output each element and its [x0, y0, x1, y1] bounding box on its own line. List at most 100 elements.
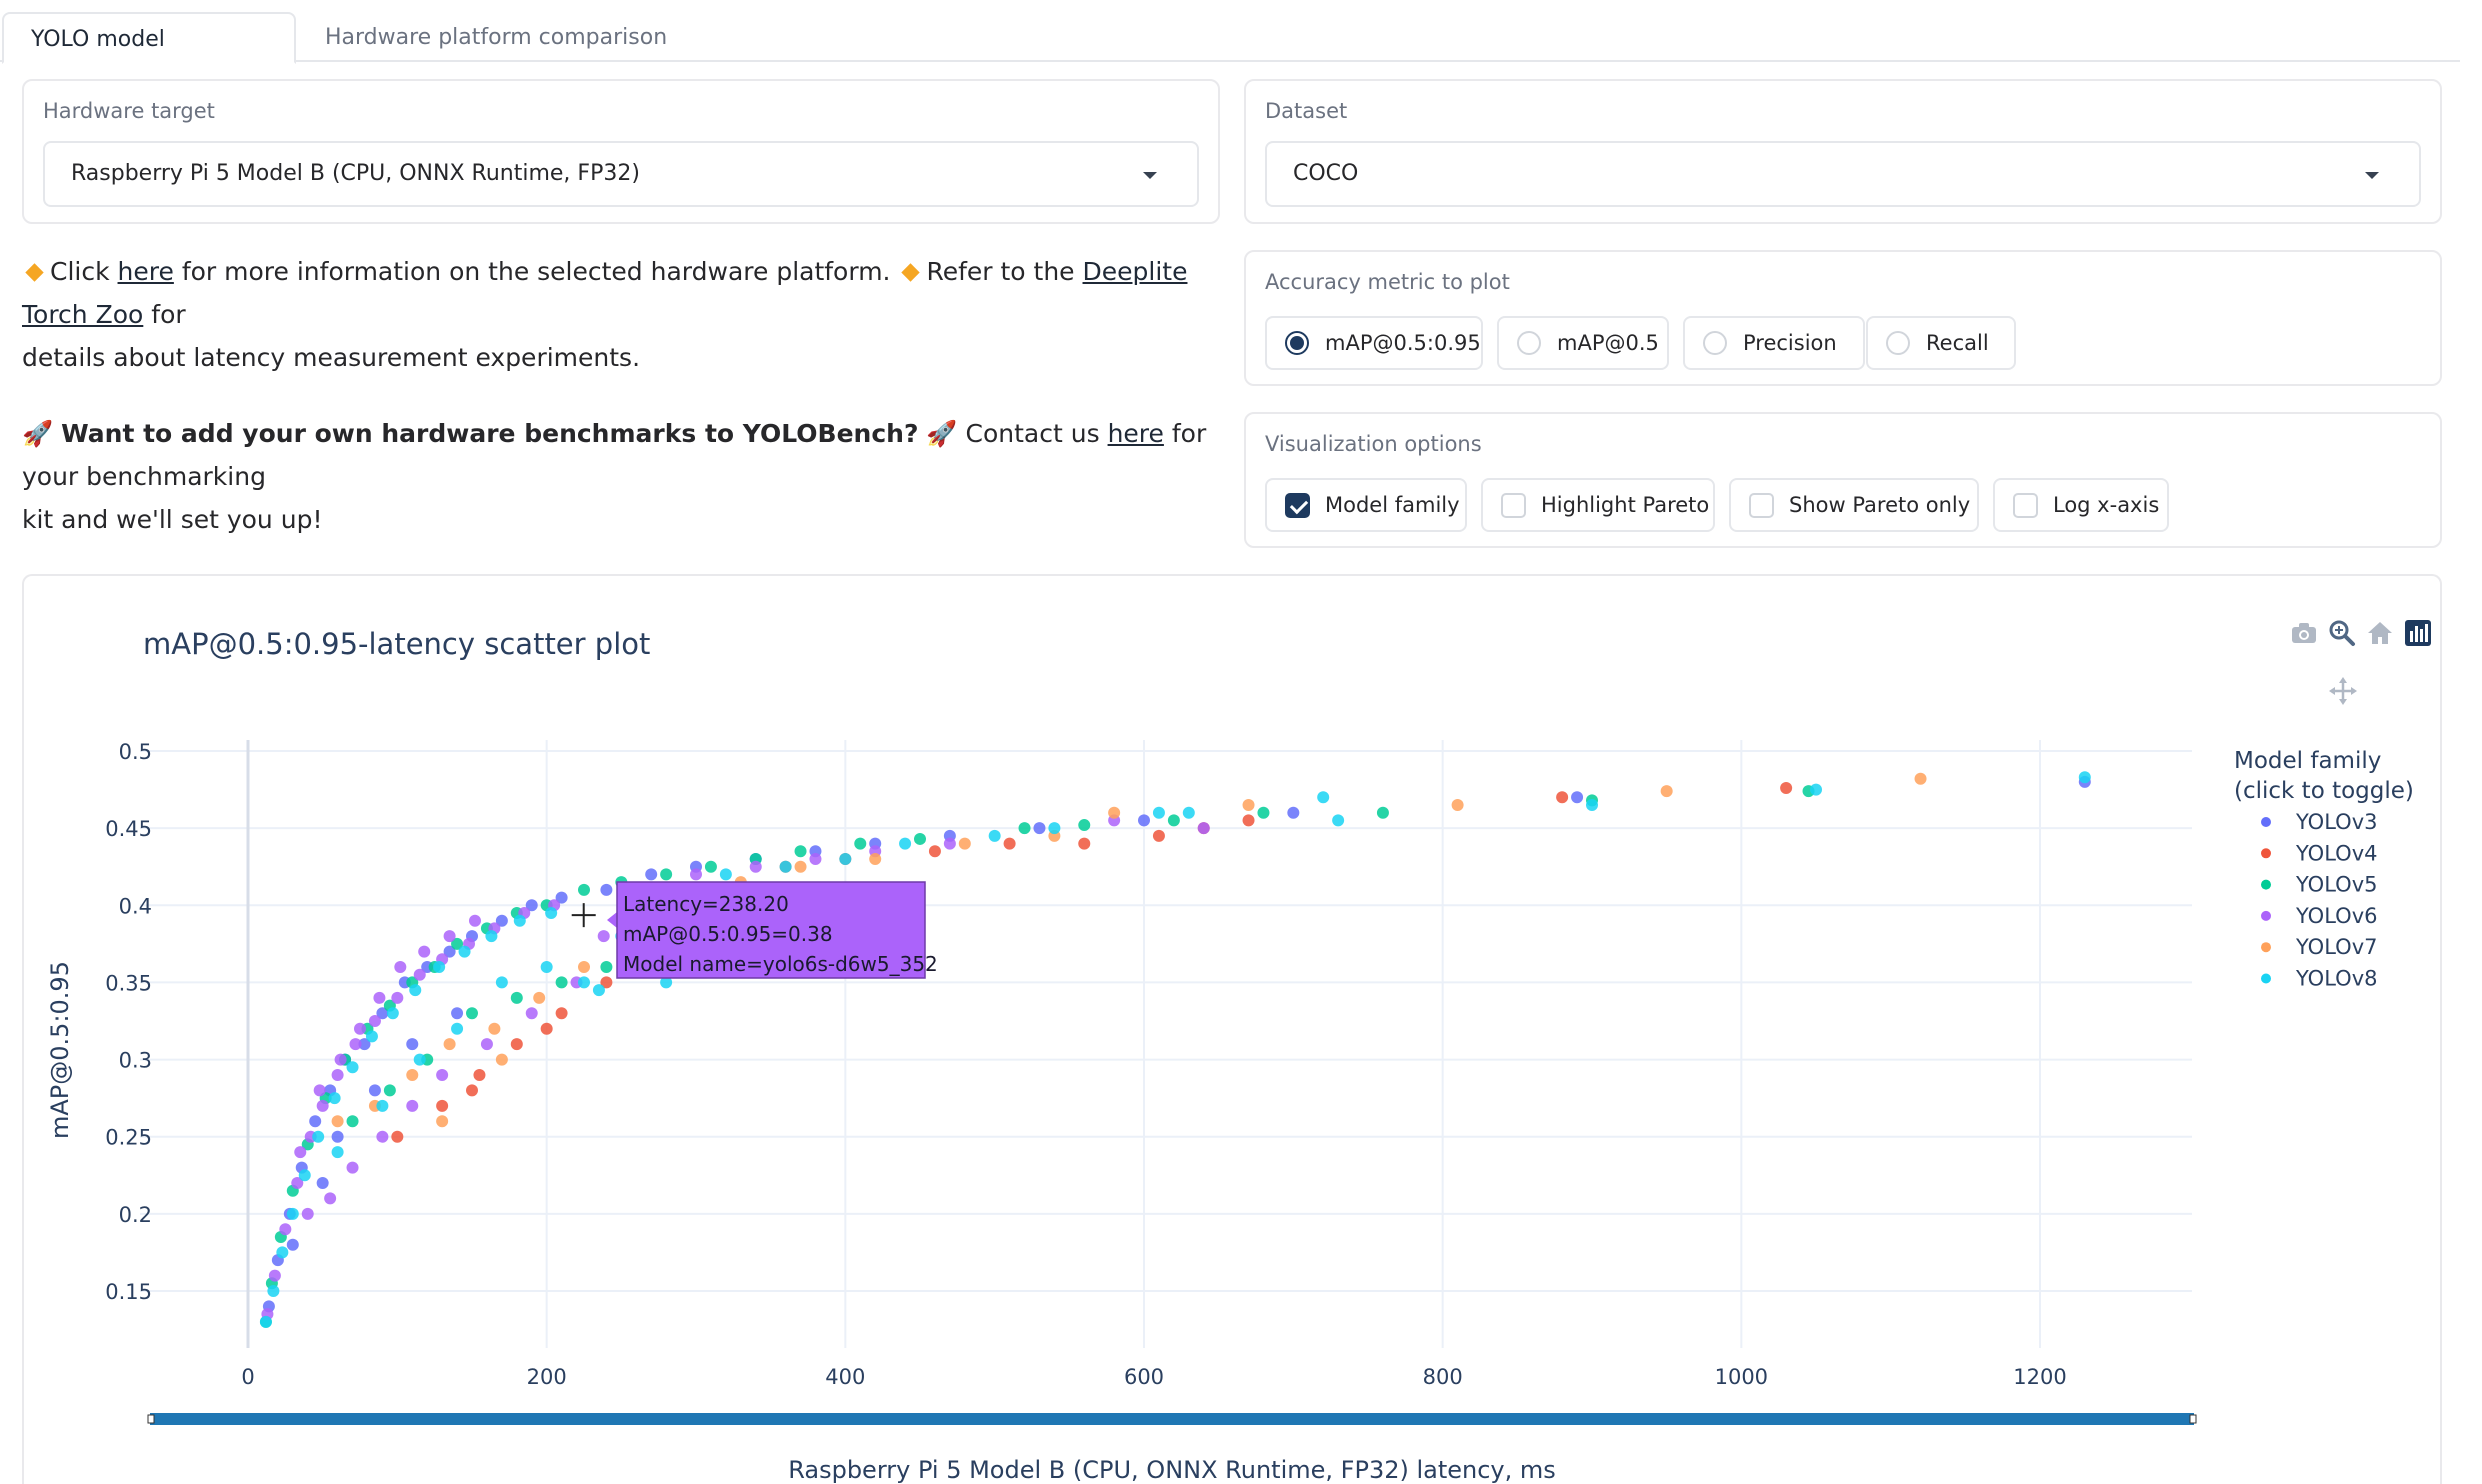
data-point-yolov8[interactable]: [328, 1092, 341, 1105]
data-point-yolov8[interactable]: [286, 1207, 299, 1220]
data-point-yolov3[interactable]: [1033, 822, 1046, 835]
data-point-yolov8[interactable]: [1586, 799, 1598, 811]
radio-map-50[interactable]: mAP@0.5: [1497, 316, 1669, 370]
legend-marker[interactable]: [2261, 848, 2271, 859]
data-point-yolov6[interactable]: [301, 1207, 314, 1220]
data-point-yolov8[interactable]: [719, 868, 732, 881]
data-point-yolov6[interactable]: [391, 991, 404, 1004]
data-point-yolov6[interactable]: [480, 1038, 493, 1051]
data-point-yolov4[interactable]: [928, 845, 941, 858]
data-point-yolov3[interactable]: [600, 883, 613, 896]
checkbox-model-family[interactable]: Model family: [1265, 478, 1467, 532]
data-point-yolov6[interactable]: [749, 860, 762, 873]
data-point-yolov7[interactable]: [794, 860, 807, 873]
data-point-yolov7[interactable]: [1914, 772, 1927, 785]
data-point-yolov5[interactable]: [451, 937, 464, 950]
hardware-info-link[interactable]: here: [117, 257, 174, 286]
legend-marker[interactable]: [2261, 910, 2271, 921]
data-point-yolov6[interactable]: [373, 991, 386, 1004]
data-point-yolov6[interactable]: [525, 1007, 538, 1020]
data-point-yolov7[interactable]: [533, 991, 546, 1004]
data-point-yolov3[interactable]: [358, 1038, 371, 1051]
legend-item-yolov6[interactable]: YOLOv6: [2295, 904, 2377, 928]
data-point-yolov6[interactable]: [394, 961, 407, 973]
legend-marker[interactable]: [2261, 942, 2271, 953]
data-point-yolov6[interactable]: [324, 1192, 337, 1205]
legend-marker[interactable]: [2261, 973, 2271, 984]
data-point-yolov7[interactable]: [578, 961, 590, 973]
data-point-yolov6[interactable]: [376, 1130, 389, 1143]
data-point-yolov6[interactable]: [418, 945, 431, 958]
data-point-yolov5[interactable]: [854, 837, 867, 850]
contact-link[interactable]: here: [1107, 419, 1164, 448]
data-point-yolov7[interactable]: [1451, 799, 1464, 811]
data-point-yolov8[interactable]: [485, 930, 498, 943]
data-point-yolov4[interactable]: [391, 1130, 404, 1143]
data-point-yolov6[interactable]: [443, 930, 456, 943]
legend-marker[interactable]: [2261, 817, 2271, 827]
data-point-yolov3[interactable]: [406, 1038, 419, 1051]
dataset-dropdown[interactable]: COCO: [1265, 141, 2421, 207]
data-point-yolov8[interactable]: [298, 1169, 311, 1182]
data-point-yolov4[interactable]: [466, 1084, 478, 1097]
data-point-yolov3[interactable]: [555, 891, 568, 904]
data-point-yolov7[interactable]: [1660, 785, 1673, 798]
data-point-yolov6[interactable]: [1197, 822, 1210, 835]
data-point-yolov4[interactable]: [510, 1038, 523, 1051]
data-point-yolov8[interactable]: [1182, 806, 1195, 819]
hardware-target-dropdown[interactable]: Raspberry Pi 5 Model B (CPU, ONNX Runtim…: [43, 141, 1199, 207]
data-point-yolov5[interactable]: [510, 991, 523, 1004]
range-slider-handle-left[interactable]: [147, 1414, 155, 1424]
data-point-yolov4[interactable]: [1242, 814, 1255, 827]
data-point-yolov6[interactable]: [346, 1161, 359, 1174]
data-point-yolov5[interactable]: [1257, 806, 1270, 819]
range-slider-handle-right[interactable]: [2189, 1414, 2197, 1424]
data-point-yolov7[interactable]: [1108, 806, 1121, 819]
data-point-yolov6[interactable]: [294, 1146, 307, 1159]
data-point-yolov6[interactable]: [436, 1069, 449, 1081]
range-slider[interactable]: [150, 1413, 2194, 1425]
data-point-yolov6[interactable]: [279, 1223, 292, 1236]
data-point-yolov4[interactable]: [436, 1099, 449, 1112]
data-point-yolov6[interactable]: [354, 1022, 366, 1035]
data-point-yolov7[interactable]: [958, 837, 971, 850]
data-point-yolov8[interactable]: [433, 961, 446, 973]
data-point-yolov5[interactable]: [660, 868, 673, 881]
plotly-logo-icon[interactable]: [2403, 618, 2433, 648]
radio-map-50-95[interactable]: mAP@0.5:0.95: [1265, 316, 1483, 370]
data-point-yolov3[interactable]: [495, 914, 508, 927]
data-point-yolov8[interactable]: [660, 976, 673, 989]
data-point-yolov8[interactable]: [513, 914, 526, 927]
data-point-yolov7[interactable]: [869, 853, 882, 865]
data-point-yolov3[interactable]: [645, 868, 658, 881]
data-point-yolov7[interactable]: [436, 1115, 449, 1128]
data-point-yolov5[interactable]: [383, 1084, 396, 1097]
data-point-yolov7[interactable]: [1242, 799, 1255, 811]
data-point-yolov8[interactable]: [839, 853, 852, 865]
data-point-yolov6[interactable]: [368, 1015, 381, 1027]
data-point-yolov7[interactable]: [488, 1022, 501, 1035]
data-point-yolov5[interactable]: [914, 832, 926, 845]
data-point-yolov4[interactable]: [1780, 782, 1793, 795]
data-point-yolov8[interactable]: [1152, 806, 1165, 819]
data-point-yolov3[interactable]: [1138, 814, 1150, 827]
data-point-yolov3[interactable]: [451, 1007, 464, 1020]
data-point-yolov8[interactable]: [346, 1061, 359, 1074]
data-point-yolov7[interactable]: [495, 1053, 508, 1066]
data-point-yolov7[interactable]: [443, 1038, 456, 1051]
data-point-yolov3[interactable]: [1287, 806, 1300, 819]
data-point-yolov5[interactable]: [1167, 814, 1180, 827]
data-point-yolov6[interactable]: [413, 968, 426, 981]
data-point-yolov8[interactable]: [540, 961, 553, 973]
legend-item-yolov5[interactable]: YOLOv5: [2295, 873, 2377, 897]
data-point-yolov6[interactable]: [349, 1038, 362, 1051]
data-point-yolov6[interactable]: [331, 1069, 344, 1081]
legend-item-yolov4[interactable]: YOLOv4: [2295, 841, 2377, 865]
data-point-yolov5[interactable]: [1018, 822, 1031, 835]
data-point-yolov8[interactable]: [331, 1146, 344, 1159]
data-point-yolov6[interactable]: [313, 1084, 326, 1097]
data-point-yolov5[interactable]: [704, 860, 717, 873]
data-point-yolov6[interactable]: [943, 837, 956, 850]
data-point-yolov8[interactable]: [413, 1053, 426, 1066]
